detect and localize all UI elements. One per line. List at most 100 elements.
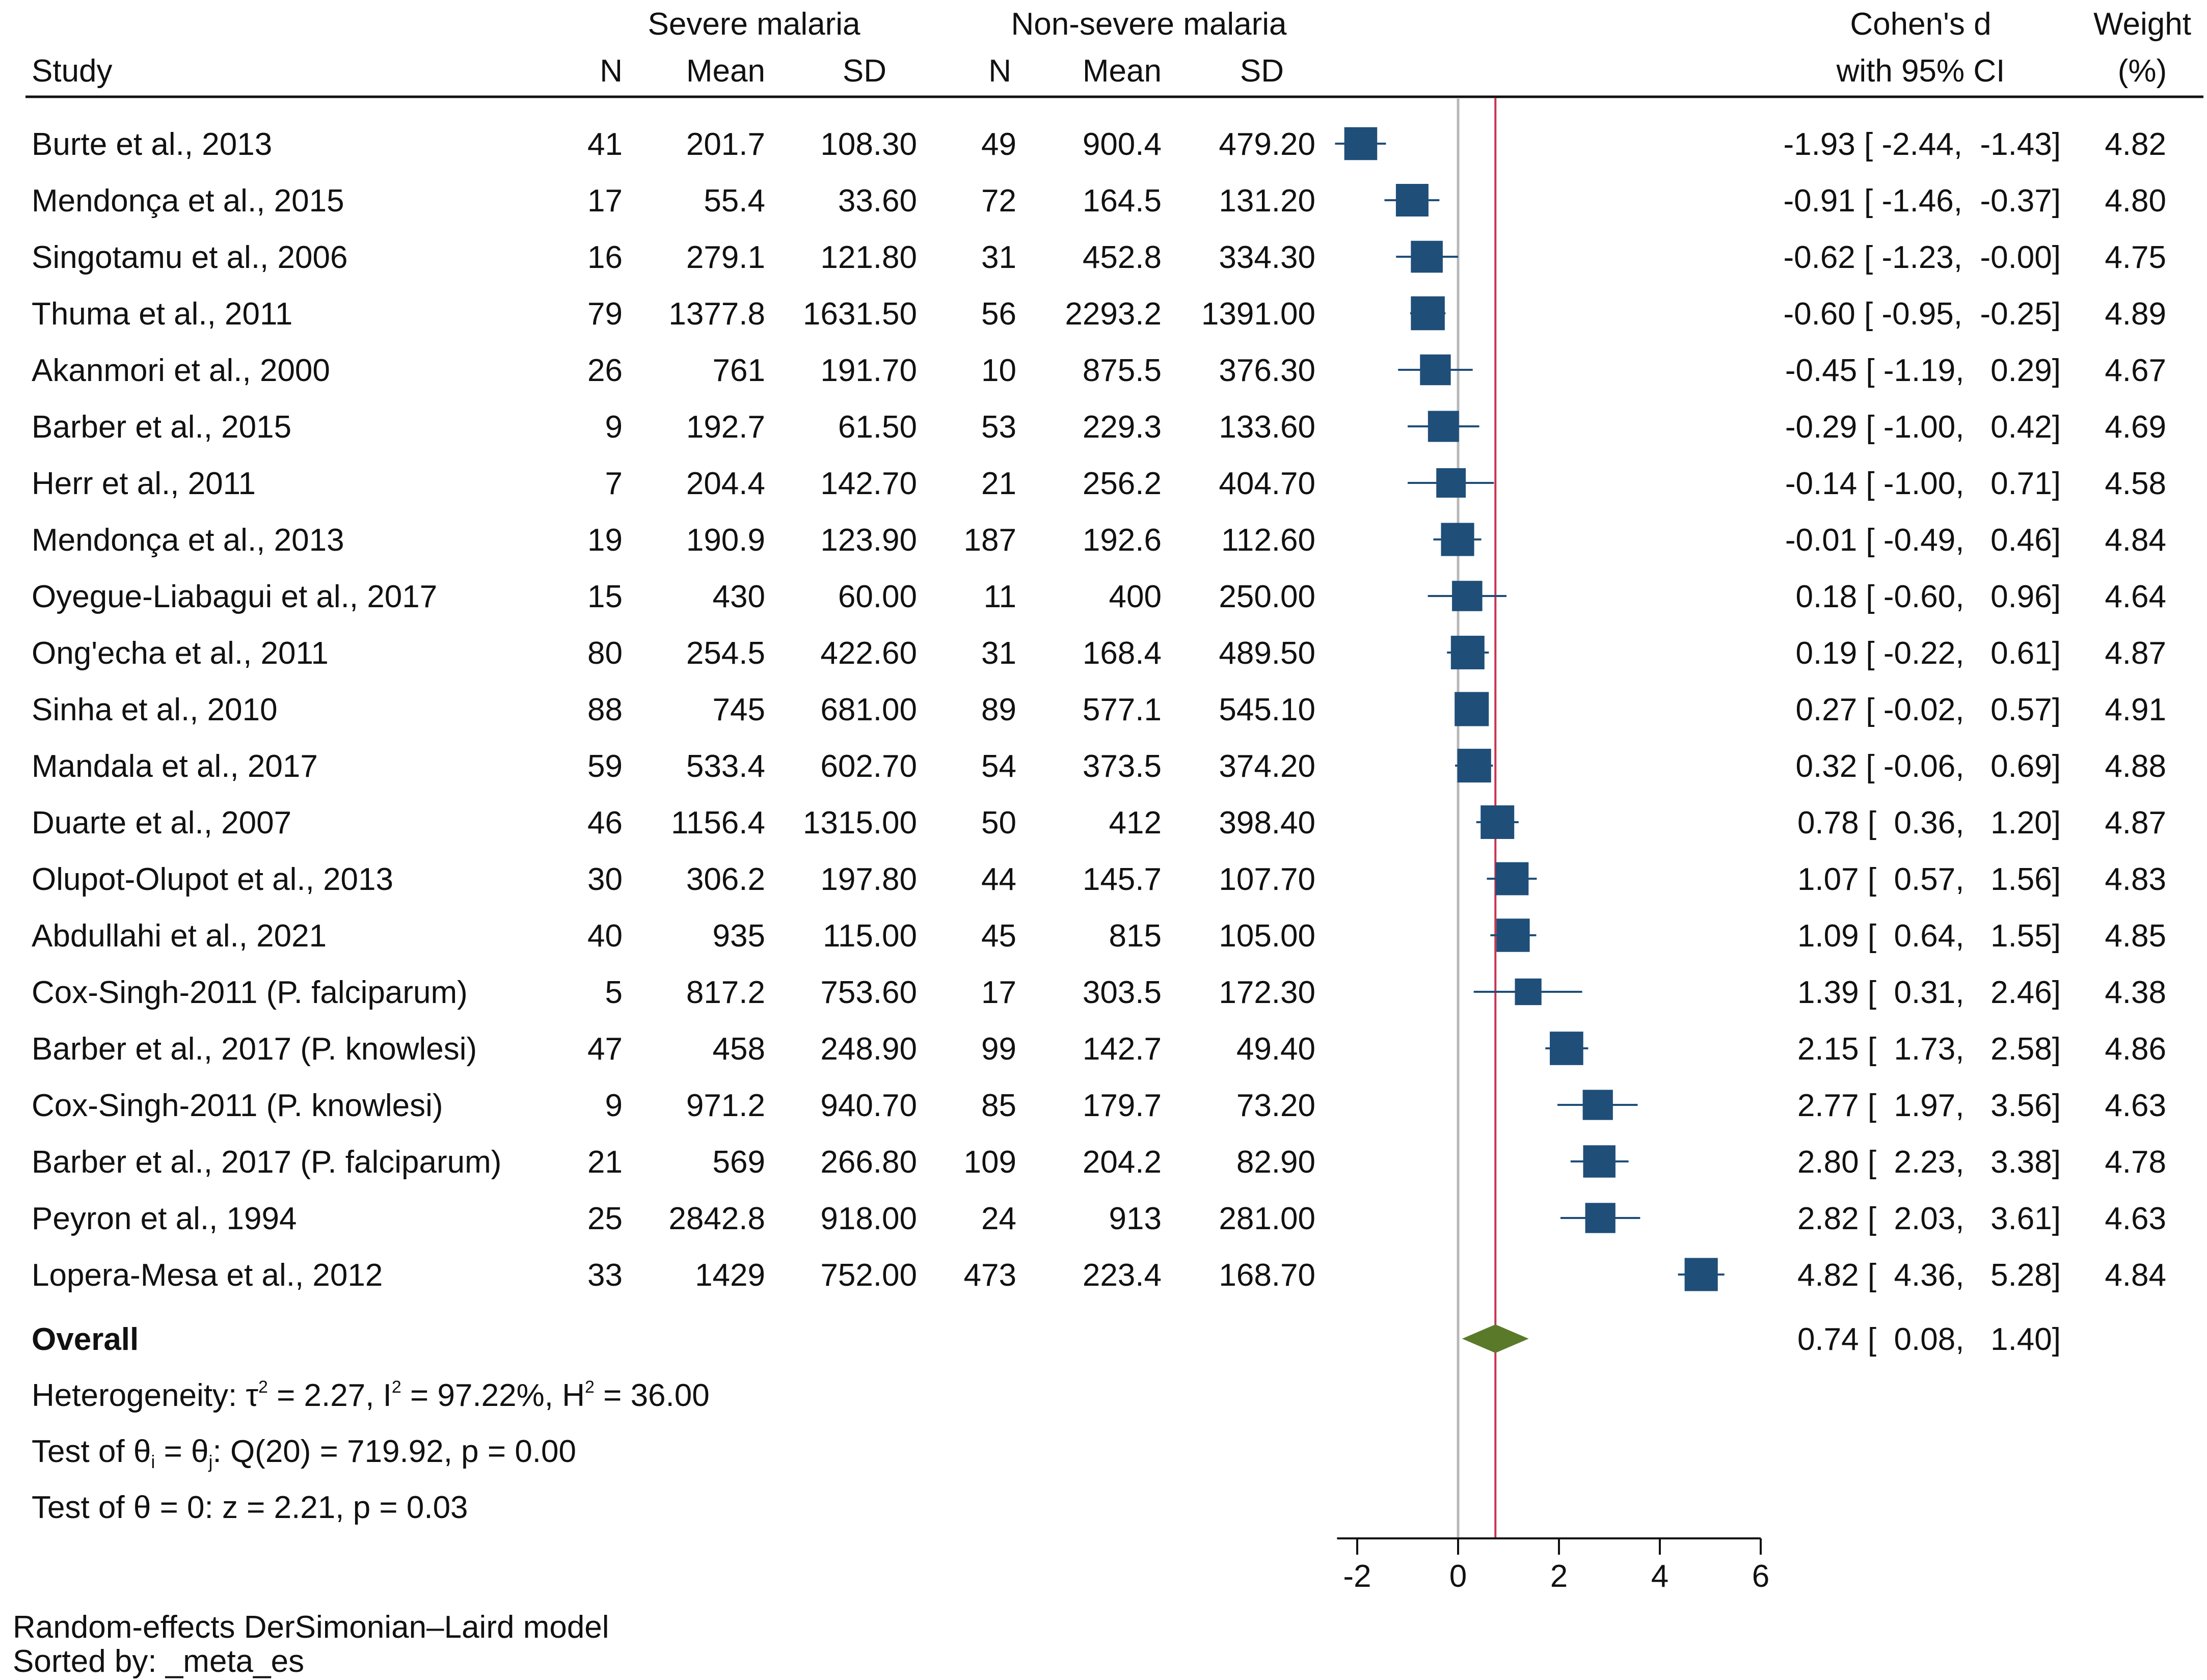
study-weight: 4.87 (2105, 636, 2166, 671)
study-sd1: 121.80 (820, 240, 917, 275)
study-n1: 5 (605, 975, 623, 1010)
study-mean2: 204.2 (1083, 1145, 1162, 1180)
effect-marker (1583, 1145, 1616, 1178)
study-name: Duarte et al., 2007 (32, 805, 291, 841)
study-n2: 21 (981, 466, 1016, 501)
study-es-text: 2.77 [ 1.97, 3.56] (1797, 1088, 2061, 1123)
study-name: Abdullahi et al., 2021 (32, 918, 327, 954)
study-weight: 4.84 (2105, 1258, 2166, 1293)
study-es-text: -0.62 [ -1.23, -0.00] (1783, 240, 2061, 275)
study-n2: 85 (981, 1088, 1016, 1123)
study-mean2: 577.1 (1083, 692, 1162, 727)
study-es-text: -0.60 [ -0.95, -0.25] (1783, 296, 2061, 332)
effect-marker (1411, 240, 1443, 273)
overall-label: Overall (32, 1322, 139, 1357)
study-mean1: 192.7 (686, 410, 765, 445)
study-n1: 33 (587, 1258, 623, 1293)
study-name: Ong'echa et al., 2011 (32, 636, 329, 671)
study-n2: 49 (981, 127, 1016, 162)
study-sd1: 918.00 (820, 1201, 917, 1236)
study-mean2: 142.7 (1083, 1032, 1162, 1067)
study-n1: 19 (587, 523, 623, 558)
study-name: Peyron et al., 1994 (32, 1201, 297, 1236)
study-n2: 45 (981, 918, 1016, 954)
study-sd2: 334.30 (1219, 240, 1315, 275)
study-n2: 72 (981, 183, 1016, 219)
study-mean2: 256.2 (1083, 466, 1162, 501)
study-es-text: 4.82 [ 4.36, 5.28] (1797, 1258, 2061, 1293)
study-name: Sinha et al., 2010 (32, 692, 278, 727)
study-sd2: 404.70 (1219, 466, 1315, 501)
study-n1: 59 (587, 749, 623, 784)
study-name: Barber et al., 2017 (P. falciparum) (32, 1145, 501, 1180)
effect-marker (1344, 127, 1378, 160)
study-n2: 44 (981, 862, 1016, 897)
study-sd1: 61.50 (838, 410, 917, 445)
study-es-text: -1.93 [ -2.44, -1.43] (1783, 127, 2061, 162)
study-name: Barber et al., 2015 (32, 410, 291, 445)
effect-marker (1411, 296, 1445, 331)
study-es-text: 2.82 [ 2.03, 3.61] (1797, 1201, 2061, 1236)
study-sd1: 266.80 (820, 1145, 917, 1180)
study-sd2: 376.30 (1219, 353, 1315, 388)
study-es-text: -0.29 [ -1.00, 0.42] (1785, 410, 2061, 445)
study-weight: 4.58 (2105, 466, 2166, 501)
heterogeneity-stat: Heterogeneity: τ2 = 2.27, I2 = 97.22%, H… (32, 1377, 710, 1413)
study-sd1: 752.00 (820, 1258, 917, 1293)
study-es-text: 0.18 [ -0.60, 0.96] (1796, 579, 2061, 614)
header-nonsevere-malaria: Non-severe malaria (1011, 7, 1287, 42)
study-n1: 79 (587, 296, 623, 332)
col-es-line2: with 95% CI (1836, 53, 2005, 89)
col-study: Study (32, 53, 113, 89)
study-n1: 26 (587, 353, 623, 388)
study-mean1: 1156.4 (671, 805, 765, 841)
study-n1: 88 (587, 692, 623, 727)
effect-marker (1452, 581, 1483, 611)
effect-marker (1457, 748, 1491, 783)
study-name: Cox-Singh-2011 (P. falciparum) (32, 975, 468, 1010)
study-es-text: 2.80 [ 2.23, 3.38] (1797, 1145, 2061, 1180)
homogeneity-test: Test of θi = θj: Q(20) = 719.92, p = 0.0… (32, 1434, 576, 1472)
study-n1: 40 (587, 918, 623, 954)
study-weight: 4.67 (2105, 353, 2166, 388)
study-es-text: 0.78 [ 0.36, 1.20] (1797, 805, 2061, 841)
study-sd1: 602.70 (820, 749, 917, 784)
study-mean2: 373.5 (1083, 749, 1162, 784)
effect-marker (1441, 523, 1474, 556)
study-weight: 4.75 (2105, 240, 2166, 275)
study-mean1: 458 (713, 1032, 765, 1067)
study-weight: 4.78 (2105, 1145, 2166, 1180)
study-sd1: 753.60 (820, 975, 917, 1010)
study-mean1: 204.4 (686, 466, 765, 501)
study-rows: Burte et al., 2013 41 201.7 108.30 49 900.4 47… (32, 127, 2166, 1293)
study-mean2: 913 (1109, 1201, 1162, 1236)
study-weight: 4.82 (2105, 127, 2166, 162)
study-sd2: 73.20 (1236, 1088, 1315, 1123)
study-mean2: 875.5 (1083, 353, 1162, 388)
study-mean1: 2842.8 (668, 1201, 765, 1236)
study-sd1: 681.00 (820, 692, 917, 727)
effect-marker (1582, 1090, 1613, 1120)
study-n2: 10 (981, 353, 1016, 388)
effect-marker (1515, 978, 1542, 1006)
study-sd1: 60.00 (838, 579, 917, 614)
study-n1: 41 (587, 127, 623, 162)
study-n1: 80 (587, 636, 623, 671)
footnote-sorted: Sorted by: _meta_es (13, 1644, 304, 1679)
study-mean1: 935 (713, 918, 765, 954)
study-n2: 109 (964, 1145, 1016, 1180)
study-mean2: 412 (1109, 805, 1162, 841)
study-es-text: -0.14 [ -1.00, 0.71] (1785, 466, 2061, 501)
footnote-model: Random-effects DerSimonian–Laird model (13, 1610, 609, 1645)
study-mean2: 179.7 (1083, 1088, 1162, 1123)
study-mean1: 254.5 (686, 636, 765, 671)
study-n2: 54 (981, 749, 1016, 784)
study-sd1: 1315.00 (803, 805, 917, 841)
study-n1: 9 (605, 410, 623, 445)
study-mean2: 2293.2 (1065, 296, 1162, 332)
study-es-text: 1.39 [ 0.31, 2.46] (1797, 975, 2061, 1010)
study-weight: 4.85 (2105, 918, 2166, 954)
study-weight: 4.64 (2105, 579, 2166, 614)
study-sd2: 1391.00 (1201, 296, 1315, 332)
